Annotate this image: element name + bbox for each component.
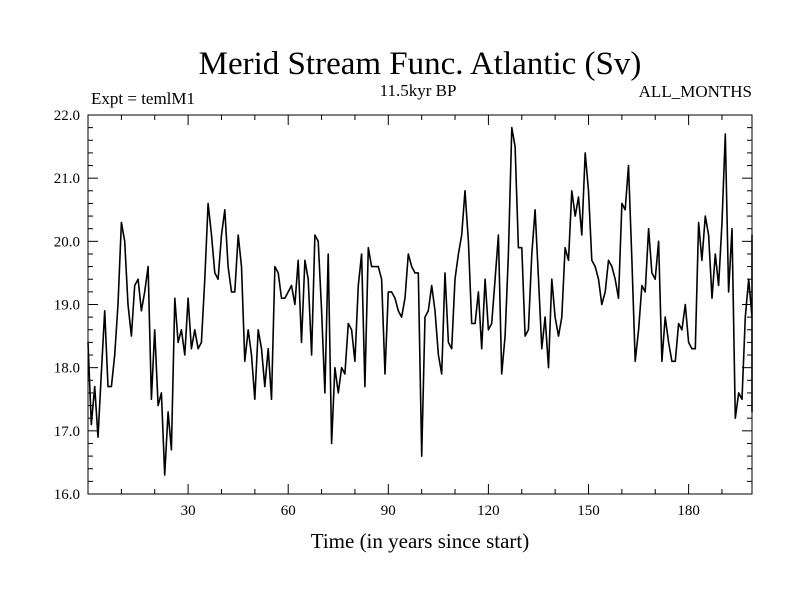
period-label: ALL_MONTHS (639, 82, 752, 101)
y-tick-label: 21.0 (54, 171, 80, 187)
x-tick-label: 60 (281, 503, 296, 519)
series-line (87, 126, 753, 476)
experiment-label: Expt = temlM1 (91, 89, 195, 108)
axis-ticks (88, 115, 752, 494)
y-tick-label: 17.0 (54, 424, 80, 440)
x-tick-label: 30 (181, 503, 196, 519)
chart-subtitle: 11.5kyr BP (380, 81, 457, 100)
x-tick-label: 120 (477, 503, 500, 519)
tick-labels: 30 60 90 120 150 180 16.0 17.0 18.0 19.0 20.0 21.0 2… (54, 108, 700, 519)
y-tick-label: 16.0 (54, 487, 80, 503)
x-tick-label: 90 (381, 503, 396, 519)
plot-frame (87, 114, 753, 495)
x-axis-label: Time (in years since start) (311, 529, 530, 553)
y-tick-label: 18.0 (54, 361, 80, 377)
y-tick-label: 22.0 (54, 108, 80, 124)
chart-title: Merid Stream Func. Atlantic (Sv) (199, 46, 642, 82)
x-tick-label: 180 (677, 503, 700, 519)
y-tick-label: 20.0 (54, 234, 80, 250)
y-tick-label: 19.0 (54, 298, 80, 314)
x-tick-label: 150 (577, 503, 600, 519)
